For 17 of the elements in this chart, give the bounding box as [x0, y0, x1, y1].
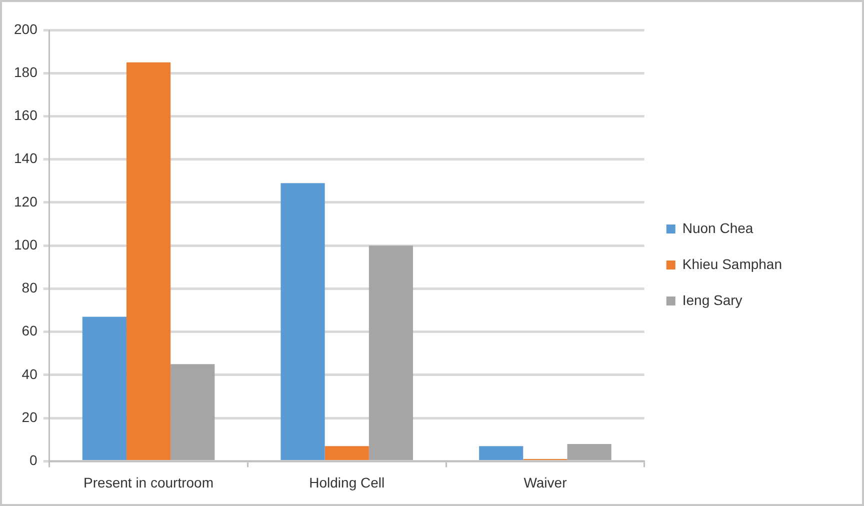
y-tick-label: 160: [14, 107, 38, 124]
x-tick-label: Present in courtroom: [84, 474, 214, 490]
legend-label: Khieu Samphan: [682, 256, 782, 272]
y-tick-label: 60: [22, 322, 38, 339]
y-tick-label: 80: [22, 280, 38, 296]
y-tick-label: 120: [14, 193, 38, 210]
legend-label: Ieng Sary: [682, 292, 742, 308]
y-tick-label: 20: [22, 408, 38, 425]
y-tick-label: 0: [30, 452, 38, 468]
legend-label: Nuon Chea: [682, 220, 754, 236]
x-tick-label: Holding Cell: [309, 474, 385, 490]
x-tick-label: Waiver: [524, 474, 568, 490]
y-tick-label: 180: [14, 64, 38, 80]
y-tick-label: 100: [14, 236, 38, 252]
y-tick-label: 200: [14, 20, 38, 37]
y-tick-label: 40: [22, 366, 38, 382]
y-tick-label: 140: [14, 150, 38, 166]
